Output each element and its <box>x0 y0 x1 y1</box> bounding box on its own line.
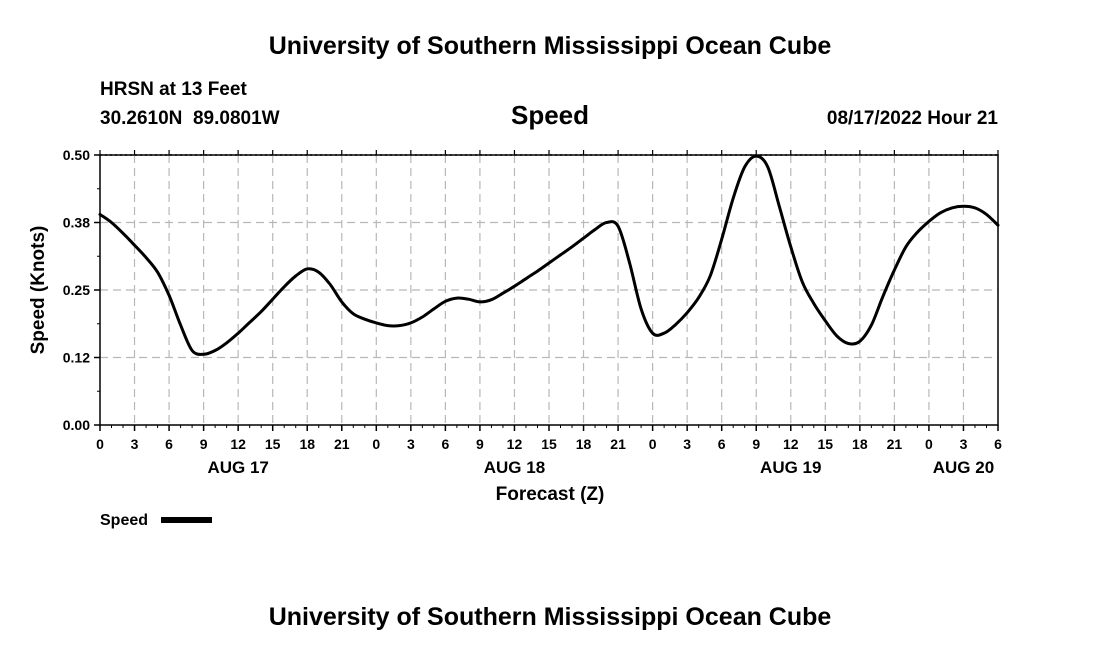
legend-label: Speed <box>100 512 148 529</box>
date-label: AUG 20 <box>933 458 994 477</box>
x-tick-label: 6 <box>994 436 1002 452</box>
x-tick-label: 15 <box>541 436 557 452</box>
x-tick-label: 15 <box>818 436 834 452</box>
y-tick-label: 0.50 <box>63 147 90 163</box>
forecast-datetime: 08/17/2022 Hour 21 <box>827 108 999 129</box>
x-tick-label: 6 <box>441 436 449 452</box>
x-tick-label: 9 <box>476 436 484 452</box>
date-label: AUG 18 <box>484 458 545 477</box>
y-tick-label: 0.00 <box>63 417 90 433</box>
x-axis-ticks: 0 3 6 9 12 15 18 21 0 3 6 9 12 15 18 21 0 3 6 9 12 15 18 21 0 3 6 <box>96 150 1002 452</box>
x-tick-label: 9 <box>752 436 760 452</box>
x-tick-label: 3 <box>960 436 968 452</box>
y-tick-label: 0.38 <box>63 215 90 231</box>
x-tick-label: 3 <box>683 436 691 452</box>
station-label: HRSN at 13 Feet <box>100 79 247 100</box>
x-tick-label: 18 <box>299 436 315 452</box>
legend: Speed <box>100 512 212 529</box>
x-tick-label: 3 <box>407 436 415 452</box>
speed-series-line <box>98 154 1000 356</box>
x-tick-label: 0 <box>96 436 104 452</box>
date-label: AUG 19 <box>760 458 821 477</box>
x-tick-label: 21 <box>887 436 903 452</box>
y-axis-label: Speed (Knots) <box>28 226 49 355</box>
x-tick-label: 18 <box>576 436 592 452</box>
x-tick-label: 9 <box>200 436 208 452</box>
x-tick-label: 6 <box>165 436 173 452</box>
plot-frame <box>99 154 999 426</box>
y-axis-ticks: 0.00 0.12 0.25 0.38 0.50 <box>63 147 100 433</box>
page-title: University of Southern Mississippi Ocean… <box>269 32 832 60</box>
x-tick-label: 0 <box>925 436 933 452</box>
date-label: AUG 17 <box>207 458 268 477</box>
x-tick-label: 3 <box>131 436 139 452</box>
x-tick-label: 0 <box>649 436 657 452</box>
x-tick-label: 15 <box>265 436 281 452</box>
station-coordinates: 30.2610N 89.0801W <box>100 108 280 129</box>
x-tick-label: 21 <box>334 436 350 452</box>
x-tick-label: 12 <box>230 436 246 452</box>
grid-lines <box>100 154 998 425</box>
x-tick-label: 0 <box>372 436 380 452</box>
chart-title: Speed <box>511 100 589 130</box>
x-tick-label: 21 <box>610 436 626 452</box>
x-tick-label: 6 <box>718 436 726 452</box>
y-tick-label: 0.12 <box>63 350 90 366</box>
x-tick-label: 18 <box>852 436 868 452</box>
y-tick-label: 0.25 <box>63 282 90 298</box>
x-axis-label: Forecast (Z) <box>496 484 605 505</box>
x-tick-label: 12 <box>507 436 523 452</box>
x-tick-label: 12 <box>783 436 799 452</box>
footer-title: University of Southern Mississippi Ocean… <box>269 603 832 631</box>
x-axis-date-labels: AUG 17 AUG 18 AUG 19 AUG 20 <box>207 458 994 477</box>
